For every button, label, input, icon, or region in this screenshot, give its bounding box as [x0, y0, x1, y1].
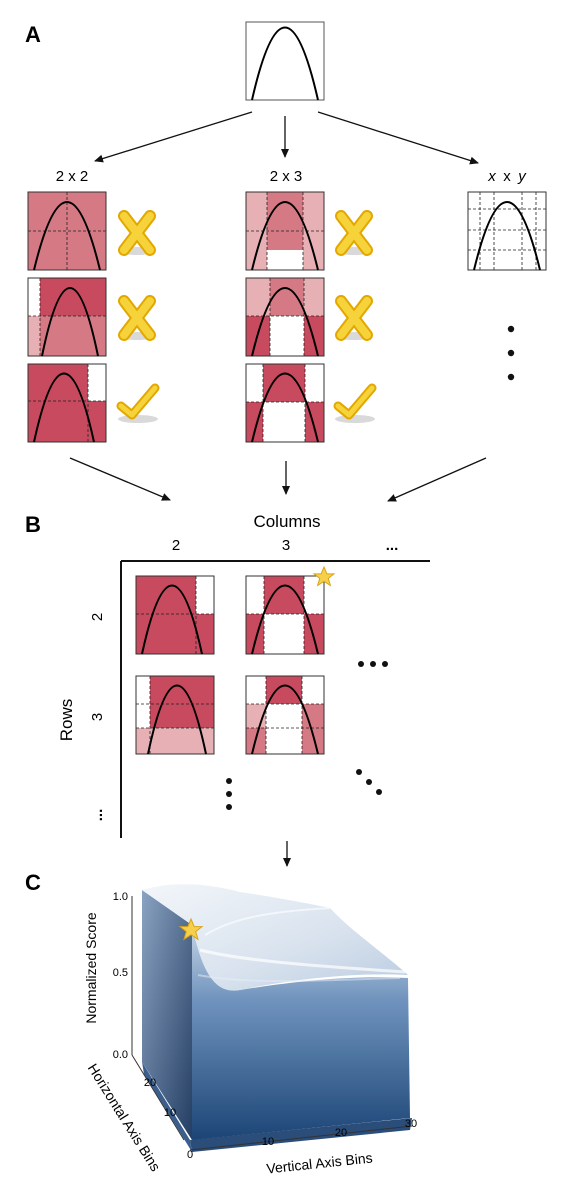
grid-xxy-option: [467, 191, 547, 271]
grid-2x3-option-3: [245, 363, 325, 443]
z-tick-1.0: 1.0: [113, 891, 128, 903]
best-score-star-icon: [178, 917, 204, 941]
accept-check-icon: [333, 383, 377, 423]
svg-text:x: x: [487, 168, 496, 185]
grid-cell-r3-c2: [135, 675, 215, 755]
y-tick-10: 10: [164, 1107, 176, 1119]
grid-cell-r2-c3: [245, 575, 325, 655]
arrow-to-xxy: [317, 111, 479, 165]
rows-title: Rows: [57, 699, 76, 742]
row-tick-2: 2: [89, 613, 106, 621]
z-tick-0.0: 0.0: [113, 1049, 128, 1061]
row-tick-3: 3: [89, 713, 106, 721]
x-axis-line: [189, 1125, 413, 1151]
grid-label-2x3: 2 x 3: [270, 168, 303, 185]
reject-cross-icon: [118, 295, 156, 341]
grid-2x2-option-3: [27, 363, 107, 443]
columns-title: Columns: [253, 512, 320, 531]
arrow-to-panel-b: [69, 457, 171, 501]
original-curve-box: [245, 21, 325, 101]
x-tick-30: 30: [405, 1118, 417, 1130]
column-tick-3: 3: [282, 537, 290, 554]
grid-2x2-option-1: [27, 191, 107, 271]
column-tick-2: 2: [172, 537, 180, 554]
accept-check-icon: [116, 383, 160, 423]
reject-cross-icon: [118, 210, 156, 256]
arrow-to-2x2: [94, 111, 253, 163]
ellipsis-vertical: [507, 325, 515, 381]
grid-2x2-option-2: [27, 277, 107, 357]
grid-cell-r2-c2: [135, 575, 215, 655]
grid-2x3-option-1: [245, 191, 325, 271]
best-score-star-icon: [312, 565, 336, 587]
panel-letter-b: B: [25, 512, 41, 537]
row-tick-more: ...: [89, 809, 106, 822]
grid-2x3-option-2: [245, 277, 325, 357]
panel-letter-a: A: [25, 22, 41, 47]
x-axis-label: Vertical Axis Bins: [266, 1149, 374, 1176]
grid-label-xxy: x x y: [487, 168, 527, 185]
score-surface: [142, 884, 412, 1152]
arrow-to-panel-b: [387, 457, 487, 502]
ellipsis-diagonal: [356, 769, 382, 795]
z-axis-label: Normalized Score: [83, 912, 99, 1023]
grid-cell-r3-c3: [245, 675, 325, 755]
ellipsis-vertical: [226, 778, 232, 810]
y-tick-20: 20: [144, 1077, 156, 1089]
reject-cross-icon: [335, 295, 373, 341]
z-tick-0.5: 0.5: [113, 967, 128, 979]
grid-label-2x2: 2 x 2: [56, 168, 89, 185]
panel-letter-c: C: [25, 870, 41, 895]
x-tick-10: 10: [262, 1136, 274, 1148]
ellipsis-horizontal: [358, 661, 388, 667]
column-tick-more: ...: [386, 537, 399, 554]
reject-cross-icon: [335, 210, 373, 256]
svg-text:y: y: [517, 168, 527, 185]
y-tick-0: 0: [187, 1149, 193, 1161]
svg-text:x: x: [503, 168, 511, 185]
y-axis-line: [131, 1054, 185, 1141]
x-tick-20: 20: [335, 1127, 347, 1139]
